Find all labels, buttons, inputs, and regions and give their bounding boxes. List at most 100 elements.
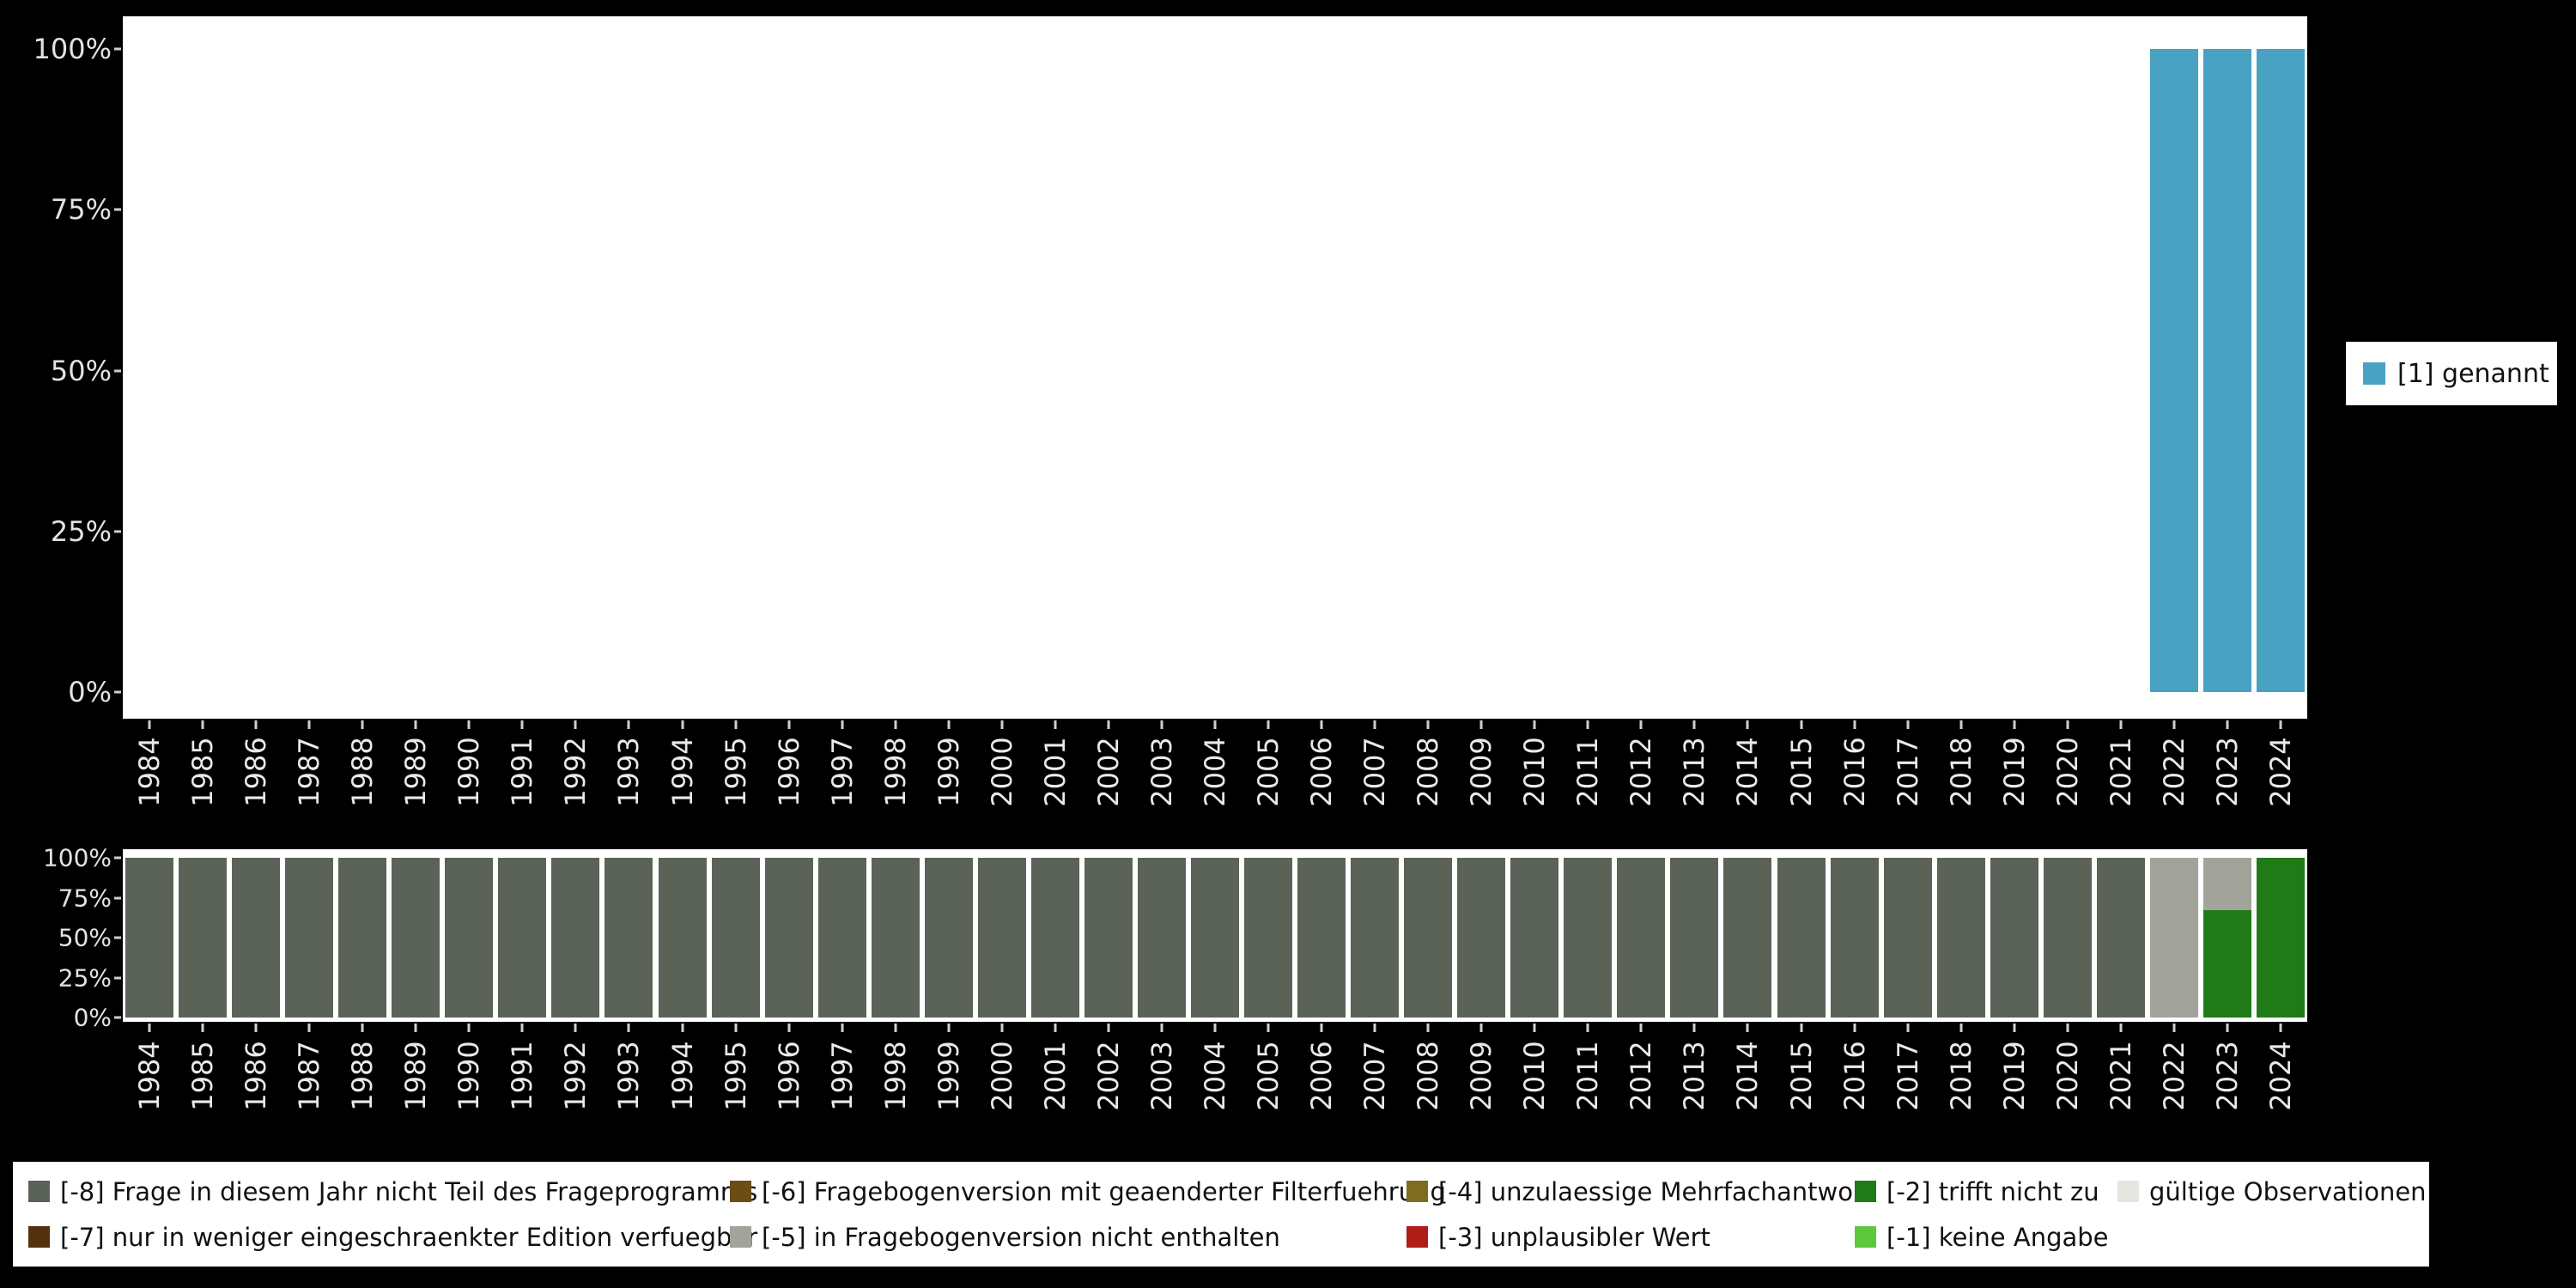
legend-item: [-4] unzulaessige Mehrfachantwort <box>1406 1177 1873 1206</box>
x-axis-tick <box>787 1024 791 1032</box>
x-axis-tick <box>1213 1024 1217 1032</box>
y-axis-tick <box>114 208 121 211</box>
x-axis-tick <box>254 720 258 729</box>
x-axis-label: 2015 <box>1784 1041 1818 1111</box>
x-axis-label: 2017 <box>1891 737 1924 807</box>
x-axis-label: 2023 <box>2210 1041 2244 1111</box>
legend-swatch <box>1855 1226 1876 1248</box>
x-axis-label: 2024 <box>2263 737 2297 807</box>
x-axis-label: 1984 <box>133 737 167 807</box>
x-axis-tick <box>1692 1024 1696 1032</box>
bar-segment <box>2096 858 2145 1018</box>
bar-segment <box>1723 858 1772 1018</box>
x-axis-label: 2010 <box>1518 1041 1552 1111</box>
x-axis-tick <box>1959 1024 1963 1032</box>
x-axis-label: 1990 <box>453 737 486 807</box>
bar-segment <box>2202 910 2251 1018</box>
x-axis-label: 1990 <box>453 1041 486 1111</box>
x-axis-label: 1993 <box>612 737 646 807</box>
x-axis-tick <box>1320 720 1323 729</box>
legend-item: [-2] trifft nicht zu <box>1855 1177 2117 1206</box>
x-axis-label: 1989 <box>399 1041 433 1111</box>
x-axis-tick <box>894 720 897 729</box>
x-axis-tick <box>574 1024 577 1032</box>
x-axis-tick <box>894 1024 897 1032</box>
x-axis-tick <box>681 720 683 729</box>
x-axis-tick <box>307 1024 311 1032</box>
x-axis-tick <box>734 720 738 729</box>
x-axis-label: 2003 <box>1145 737 1178 807</box>
bar-segment <box>445 858 494 1018</box>
y-axis-label: 100% <box>33 33 112 65</box>
x-axis-tick <box>1160 720 1163 729</box>
x-axis-tick <box>361 720 364 729</box>
x-axis-label: 1986 <box>240 737 273 807</box>
bar-segment <box>1617 858 1666 1018</box>
legend-item: gültige Observationen <box>2117 1177 2429 1206</box>
x-axis-label: 1992 <box>559 737 592 807</box>
x-axis-tick <box>574 720 577 729</box>
bar-segment <box>1244 858 1293 1018</box>
x-axis-tick <box>627 720 630 729</box>
bar-segment <box>2256 49 2305 692</box>
bar-segment <box>817 858 866 1018</box>
bar-segment <box>1351 858 1400 1018</box>
x-axis-tick <box>1213 720 1217 729</box>
bar-segment <box>2202 49 2251 692</box>
bar-segment <box>285 858 334 1018</box>
legend-swatch <box>730 1226 751 1248</box>
x-axis-label: 2005 <box>1252 1041 1285 1111</box>
legend-item: [-5] in Fragebogenversion nicht enthalte… <box>730 1223 1406 1252</box>
x-axis-label: 1984 <box>133 1041 167 1111</box>
x-axis-tick <box>1639 720 1643 729</box>
x-axis-tick <box>1800 720 1803 729</box>
x-axis-tick <box>1959 720 1963 729</box>
legend-item: [-1] keine Angabe <box>1855 1223 2117 1252</box>
x-axis-tick <box>1586 1024 1589 1032</box>
x-axis-label: 2011 <box>1571 737 1605 807</box>
x-axis-label: 2022 <box>2157 1041 2190 1111</box>
x-axis-tick <box>1426 720 1430 729</box>
x-axis-label: 2022 <box>2157 737 2190 807</box>
x-axis-label: 1999 <box>932 737 965 807</box>
x-axis-label: 1997 <box>825 737 859 807</box>
legend-item-label: [-5] in Fragebogenversion nicht enthalte… <box>762 1222 1280 1252</box>
x-axis-label: 2009 <box>1465 1041 1498 1111</box>
x-axis-label: 2021 <box>2104 737 2137 807</box>
bar-segment <box>1883 858 1932 1018</box>
bar-segment <box>1030 858 1079 1018</box>
x-axis-tick <box>2119 720 2123 729</box>
bar-segment <box>2149 858 2198 1018</box>
x-axis-label: 2001 <box>1038 1041 1072 1111</box>
y-axis-label: 75% <box>58 884 112 912</box>
x-axis-tick <box>2066 720 2069 729</box>
bar-segment <box>2202 858 2251 911</box>
x-axis-label: 1991 <box>506 737 539 807</box>
x-axis-tick <box>520 1024 524 1032</box>
bar-segment <box>125 858 174 1018</box>
y-axis-label: 25% <box>50 514 112 548</box>
x-axis-tick <box>1906 720 1910 729</box>
x-axis-tick <box>1320 1024 1323 1032</box>
x-axis-label: 1997 <box>825 1041 859 1111</box>
x-axis-label: 1998 <box>878 1041 912 1111</box>
bar-segment <box>2043 858 2092 1018</box>
x-axis-label: 2001 <box>1038 737 1072 807</box>
x-axis-tick <box>2172 1024 2176 1032</box>
bar-segment <box>924 858 973 1018</box>
legend-swatch <box>28 1181 50 1202</box>
y-axis-tick <box>114 1016 121 1019</box>
legend-item-label: [-1] keine Angabe <box>1886 1222 2109 1252</box>
bar-segment <box>1191 858 1239 1018</box>
x-axis-label: 1993 <box>612 1041 646 1111</box>
bar-segment <box>338 858 387 1018</box>
x-axis-tick <box>414 720 417 729</box>
y-axis-label: 50% <box>50 354 112 387</box>
x-axis-tick <box>1853 720 1856 729</box>
x-axis-label: 1992 <box>559 1041 592 1111</box>
legend-swatch <box>2117 1181 2139 1202</box>
x-axis-label: 1986 <box>240 1041 273 1111</box>
x-axis-tick <box>841 1024 844 1032</box>
x-axis-label: 2012 <box>1625 737 1658 807</box>
x-axis-label: 1987 <box>293 737 326 807</box>
